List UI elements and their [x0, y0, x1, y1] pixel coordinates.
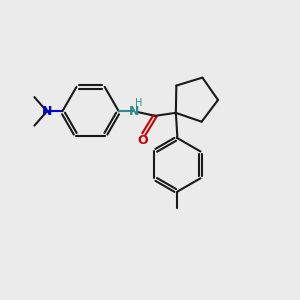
- Text: O: O: [137, 134, 148, 147]
- Text: N: N: [42, 105, 52, 118]
- Text: H: H: [135, 98, 142, 108]
- Text: N: N: [129, 105, 140, 118]
